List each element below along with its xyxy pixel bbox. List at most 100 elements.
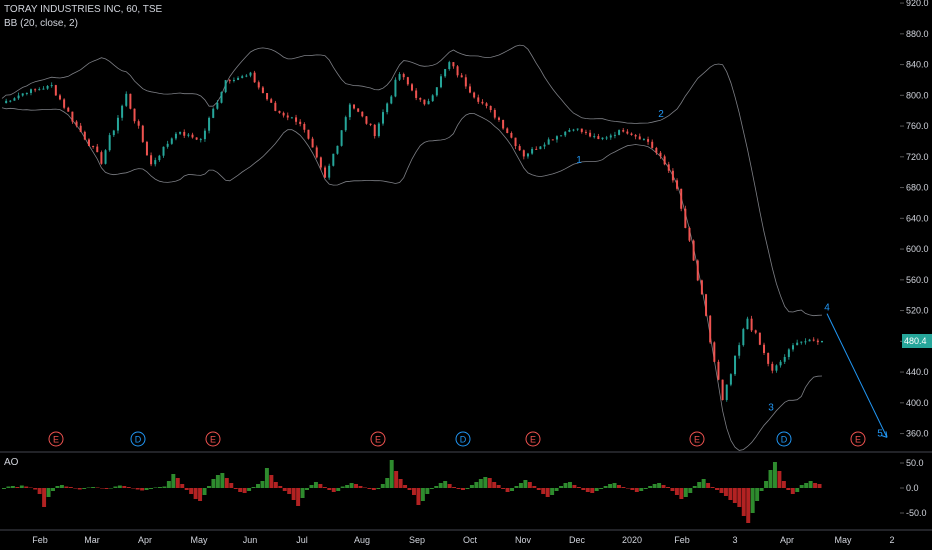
time-tick-label: Feb: [674, 535, 690, 545]
symbol-legend[interactable]: TORAY INDUSTRIES INC, 60, TSE: [4, 4, 163, 15]
candle-body: [208, 117, 211, 131]
event-circle: [455, 431, 471, 447]
ao-bar: [6, 486, 11, 488]
candle-body: [402, 74, 405, 78]
ao-bar: [296, 488, 301, 506]
candle-body: [709, 315, 712, 343]
price-tick-label: 640.0: [906, 213, 929, 223]
candle-body: [295, 117, 298, 122]
candle-body: [742, 329, 745, 346]
ao-bar: [202, 488, 207, 495]
dividend-marker[interactable]: D: [455, 431, 471, 447]
earnings-marker[interactable]: E: [525, 431, 541, 447]
candle-body: [71, 111, 74, 122]
ao-bar: [273, 482, 278, 488]
candle-body: [5, 100, 8, 104]
candle-body: [676, 180, 679, 189]
candle-body: [278, 110, 281, 113]
event-label: E: [210, 435, 216, 445]
ao-bar: [55, 486, 60, 488]
ao-bar: [510, 488, 514, 491]
ao-bar: [389, 460, 394, 488]
ao-bar: [126, 487, 131, 488]
bb-legend[interactable]: BB (20, close, 2): [4, 18, 78, 29]
candle-body: [290, 117, 293, 119]
ao-bar: [661, 485, 666, 488]
ao-bar: [345, 485, 350, 488]
ao-bar: [447, 484, 452, 488]
ao-axis[interactable]: 50.0 0.0 -50.0: [900, 458, 927, 518]
wave-arrow-head: [880, 431, 888, 438]
ao-bar: [189, 488, 194, 494]
candle-body: [767, 352, 770, 364]
ao-bar: [394, 471, 399, 488]
candle-body: [249, 72, 252, 76]
candle-body: [237, 77, 240, 80]
ao-bar: [710, 487, 715, 488]
candle-body: [203, 130, 206, 140]
candle-body: [510, 133, 513, 138]
earnings-marker[interactable]: E: [850, 431, 866, 447]
ao-bar: [461, 488, 465, 490]
candle-body: [688, 227, 691, 241]
ao-bar: [380, 484, 385, 488]
ao-bar: [469, 485, 474, 488]
candle-body: [597, 136, 600, 140]
ao-bar: [247, 488, 252, 491]
candle-body: [261, 87, 264, 94]
ao-bar: [220, 473, 225, 488]
event-label: E: [375, 435, 381, 445]
ao-bar: [86, 487, 91, 488]
ao-bar: [728, 488, 733, 500]
candle-body: [145, 141, 148, 156]
candle-body: [568, 130, 571, 132]
candle-body: [584, 131, 587, 133]
candle-body: [680, 188, 683, 209]
candle-body: [551, 139, 554, 141]
ao-bar: [643, 488, 648, 489]
ao-bar: [550, 488, 555, 495]
candle-body: [750, 318, 753, 331]
candle-body: [112, 130, 115, 136]
candle-body: [560, 135, 563, 137]
time-axis[interactable]: Feb Mar Apr May Jun Jul Aug Sep Oct Nov Dec 2020 Feb…: [0, 529, 932, 545]
dividend-marker[interactable]: D: [776, 431, 792, 447]
dividend-marker[interactable]: D: [130, 431, 146, 447]
ao-bar: [679, 488, 684, 499]
time-tick-label: 2020: [622, 535, 642, 545]
price-tick-label: 680.0: [906, 183, 929, 193]
candle-body: [274, 102, 277, 111]
candle-body: [406, 77, 409, 85]
ao-bar: [318, 484, 323, 488]
earnings-marker[interactable]: E: [205, 431, 221, 447]
candle-body: [721, 379, 724, 400]
earnings-marker[interactable]: E: [689, 431, 705, 447]
time-tick-label: Feb: [32, 535, 48, 545]
candle-body: [187, 134, 190, 136]
candle-body: [382, 112, 385, 124]
ao-bar: [501, 488, 506, 489]
candle-body: [435, 87, 438, 96]
candle-body: [779, 361, 782, 366]
ao-bar: [46, 488, 51, 497]
ao-legend[interactable]: AO: [4, 457, 19, 468]
ao-bar: [563, 483, 568, 488]
event-label: D: [781, 435, 788, 445]
wave-arrow-line: [826, 313, 888, 438]
bb-upper-band: [1, 44, 823, 317]
candle-body: [17, 95, 20, 99]
ao-bar: [144, 488, 149, 490]
candle-body: [431, 95, 434, 102]
ao-bar: [171, 474, 176, 488]
wave-annotations: 1 2 3 4 5: [576, 109, 888, 440]
candle-body: [522, 150, 525, 157]
ao-bar: [532, 486, 537, 488]
earnings-marker[interactable]: E: [370, 431, 386, 447]
candle-body: [58, 95, 61, 100]
price-axis[interactable]: 360.0400.0440.0480.0520.0560.0600.0640.0…: [900, 0, 932, 439]
earnings-marker[interactable]: E: [48, 431, 64, 447]
candle-body: [754, 330, 757, 333]
ao-bar: [336, 488, 341, 491]
